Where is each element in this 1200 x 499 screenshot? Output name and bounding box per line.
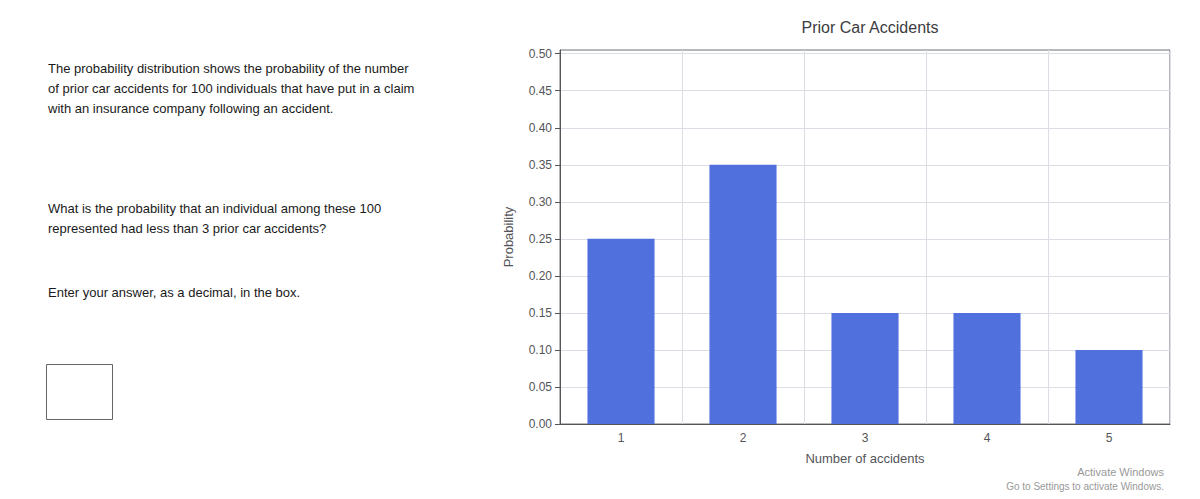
svg-text:with an insurance company foll: with an insurance company following an a… <box>47 101 333 116</box>
svg-text:represented had less than 3 pr: represented had less than 3 prior car ac… <box>48 221 326 236</box>
svg-text:0.15: 0.15 <box>529 306 553 320</box>
svg-text:5: 5 <box>1106 431 1113 445</box>
svg-text:0.30: 0.30 <box>529 195 553 209</box>
svg-text:Prior Car Accidents: Prior Car Accidents <box>802 19 939 36</box>
svg-text:3: 3 <box>862 431 869 445</box>
svg-text:0.45: 0.45 <box>529 84 553 98</box>
svg-text:of prior car accidents for 100: of prior car accidents for 100 individua… <box>48 81 414 96</box>
svg-text:Number of accidents: Number of accidents <box>805 451 925 466</box>
svg-text:0.10: 0.10 <box>529 343 553 357</box>
svg-text:0.20: 0.20 <box>529 269 553 283</box>
svg-text:0.25: 0.25 <box>529 232 553 246</box>
svg-text:What is the probability that a: What is the probability that an individu… <box>48 201 381 216</box>
svg-text:Probability: Probability <box>501 206 516 267</box>
svg-text:1: 1 <box>618 431 625 445</box>
svg-text:2: 2 <box>740 431 747 445</box>
svg-text:0.50: 0.50 <box>529 47 553 61</box>
svg-text:0.05: 0.05 <box>529 380 553 394</box>
svg-text:Activate Windows: Activate Windows <box>1077 466 1164 478</box>
svg-text:0.35: 0.35 <box>529 158 553 172</box>
svg-text:Go to Settings to activate Win: Go to Settings to activate Windows. <box>1006 481 1164 492</box>
svg-text:0.00: 0.00 <box>529 417 553 431</box>
svg-text:4: 4 <box>984 431 991 445</box>
svg-text:Enter your answer, as a decima: Enter your answer, as a decimal, in the … <box>48 285 300 300</box>
svg-text:0.40: 0.40 <box>529 121 553 135</box>
svg-text:The probability distribution s: The probability distribution shows the p… <box>48 61 409 76</box>
